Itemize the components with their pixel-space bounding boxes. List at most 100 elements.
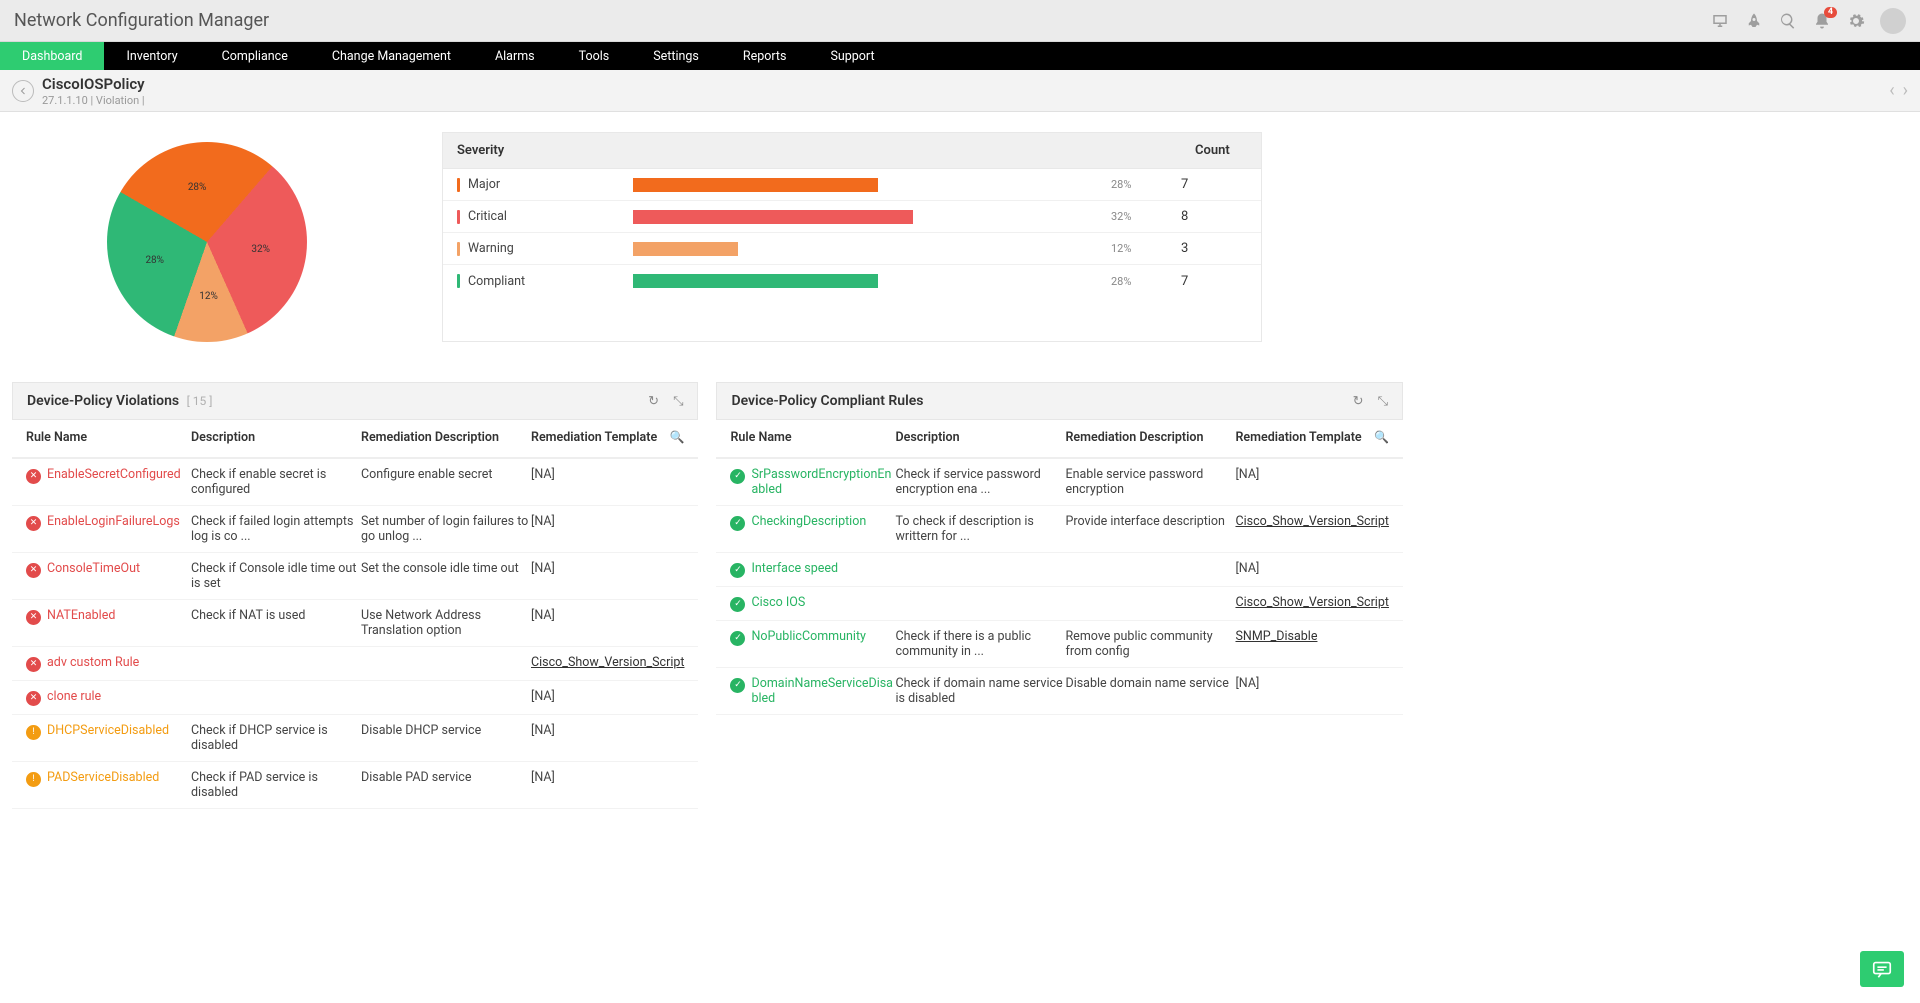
search-icon[interactable]: 🔍 <box>1374 430 1389 444</box>
severity-table-header: Severity Count <box>443 133 1261 169</box>
severity-percent: 32% <box>1111 210 1181 223</box>
search-icon[interactable] <box>1778 11 1798 31</box>
nav-item-settings[interactable]: Settings <box>631 42 721 70</box>
nav-item-tools[interactable]: Tools <box>557 42 632 70</box>
table-row: ✕ EnableLoginFailureLogs Check if failed l… <box>12 506 698 553</box>
violations-panel-title: Device-Policy Violations [ 15 ] <box>27 393 212 409</box>
nav-item-alarms[interactable]: Alarms <box>473 42 557 70</box>
remediation-description: Remove public community from config <box>1065 629 1235 659</box>
nav-item-dashboard[interactable]: Dashboard <box>0 42 104 70</box>
status-icon: ! <box>26 725 41 740</box>
remediation-description: Use Network Address Translation option <box>361 608 531 638</box>
bell-icon[interactable]: 4 <box>1812 11 1832 31</box>
app-header: Network Configuration Manager 4 <box>0 0 1920 42</box>
violations-columns: Rule Name Description Remediation Descri… <box>12 420 698 459</box>
compliant-rows: ✓ SrPasswordEncryptionEnabledCheck if ser… <box>716 459 1402 715</box>
nav-item-change-management[interactable]: Change Management <box>310 42 473 70</box>
rule-description: Check if there is a public community in … <box>895 629 1065 659</box>
remediation-description: Enable service password encryption <box>1065 467 1235 497</box>
rule-description: Check if service password encryption ena… <box>895 467 1065 497</box>
rule-name-link[interactable]: NATEnabled <box>47 608 115 623</box>
next-arrow-icon[interactable]: › <box>1903 82 1908 100</box>
pie-slice-label: 28% <box>145 255 164 266</box>
severity-label: Major <box>468 177 500 192</box>
table-row: ✓ SrPasswordEncryptionEnabledCheck if ser… <box>716 459 1402 506</box>
compliant-panel-header: Device-Policy Compliant Rules ↻ ⤡ <box>716 382 1402 420</box>
rule-name-link[interactable]: adv custom Rule <box>47 655 139 670</box>
severity-table: Severity Count Major28%7Critical32%8Warn… <box>442 132 1262 342</box>
rule-name-link[interactable]: clone rule <box>47 689 101 704</box>
remediation-template: [NA] <box>1235 561 1259 576</box>
policy-title-wrap: CiscoIOSPolicy 27.1.1.10 | Violation | <box>42 75 145 107</box>
severity-row: Compliant28%7 <box>443 265 1261 297</box>
rule-description: Check if enable secret is configured <box>191 467 361 497</box>
table-row: ✕NATEnabledCheck if NAT is usedUse Netwo… <box>12 600 698 647</box>
severity-pie-chart: 28%32%12%28% <box>107 142 307 342</box>
remediation-template: [NA] <box>531 723 555 738</box>
rule-name-link[interactable]: Cisco IOS <box>751 595 805 610</box>
compliant-columns: Rule Name Description Remediation Descri… <box>716 420 1402 459</box>
remediation-description: Set number of login failures to go unlog… <box>361 514 531 544</box>
severity-count: 3 <box>1181 241 1261 256</box>
nav-item-compliance[interactable]: Compliance <box>200 42 310 70</box>
severity-col-header: Severity <box>443 133 633 168</box>
severity-bar <box>633 242 738 256</box>
policy-header: CiscoIOSPolicy 27.1.1.10 | Violation | ‹… <box>0 70 1920 112</box>
chat-fab[interactable] <box>1860 951 1904 987</box>
compliant-panel: Device-Policy Compliant Rules ↻ ⤡ Rule N… <box>716 382 1402 809</box>
prev-arrow-icon[interactable]: ‹ <box>1889 82 1894 100</box>
app-title: Network Configuration Manager <box>14 10 1710 31</box>
nav-item-reports[interactable]: Reports <box>721 42 809 70</box>
table-row: ✕EnableSecretConfiguredCheck if enable s… <box>12 459 698 506</box>
expand-icon[interactable]: ⤡ <box>673 394 683 409</box>
rule-name-link[interactable]: Interface speed <box>751 561 838 576</box>
nav-item-support[interactable]: Support <box>808 42 896 70</box>
pie-slice-label: 28% <box>188 182 207 193</box>
status-icon: ✓ <box>730 469 745 484</box>
avatar-icon[interactable] <box>1880 8 1906 34</box>
rule-description: Check if failed login attempts log is co… <box>191 514 361 544</box>
refresh-icon[interactable]: ↻ <box>648 394 659 409</box>
count-col-header: Count <box>1181 133 1261 168</box>
gear-icon[interactable] <box>1846 11 1866 31</box>
rule-name-link[interactable]: SrPasswordEncryptionEnabled <box>751 467 895 497</box>
rule-name-link[interactable]: EnableSecretConfigured <box>47 467 181 482</box>
rule-name-link[interactable]: ConsoleTimeOut <box>47 561 140 576</box>
remediation-template-link[interactable]: SNMP_Disable <box>1235 629 1317 644</box>
remediation-description: Configure enable secret <box>361 467 531 482</box>
rule-description: Check if Console idle time out is set <box>191 561 361 591</box>
severity-rows: Major28%7Critical32%8Warning12%3Complian… <box>443 169 1261 297</box>
table-row: ✓Interface speed[NA] <box>716 553 1402 587</box>
remediation-template-link[interactable]: Cisco_Show_Version_Script <box>531 655 684 670</box>
status-icon: ✕ <box>26 610 41 625</box>
back-button[interactable] <box>12 80 34 102</box>
status-icon: ✕ <box>26 563 41 578</box>
rule-name-link[interactable]: DHCPServiceDisabled <box>47 723 169 738</box>
remediation-template-link[interactable]: Cisco_Show_Version_Script <box>1235 595 1388 610</box>
search-icon[interactable]: 🔍 <box>670 430 685 444</box>
severity-bar <box>633 274 878 288</box>
severity-count: 7 <box>1181 177 1261 192</box>
rule-name-link[interactable]: DomainNameServiceDisabled <box>751 676 895 706</box>
remediation-template-link[interactable]: Cisco_Show_Version_Script <box>1235 514 1388 529</box>
violations-rows: ✕ EnableSecretConfigured Check if enable s… <box>12 459 698 809</box>
rule-name-link[interactable]: PADServiceDisabled <box>47 770 159 785</box>
rule-name-link[interactable]: CheckingDescription <box>751 514 866 529</box>
presentation-icon[interactable] <box>1710 11 1730 31</box>
refresh-icon[interactable]: ↻ <box>1353 394 1364 409</box>
pie-chart-wrap: 28%32%12%28% <box>12 132 402 342</box>
table-row: !PADServiceDisabledCheck if PAD service … <box>12 762 698 809</box>
nav-item-inventory[interactable]: Inventory <box>104 42 199 70</box>
rule-description: Check if DHCP service is disabled <box>191 723 361 753</box>
pie-slice-label: 12% <box>199 291 218 302</box>
rocket-icon[interactable] <box>1744 11 1764 31</box>
status-icon: ✕ <box>26 516 41 531</box>
rule-name-link[interactable]: NoPublicCommunity <box>751 629 866 644</box>
rule-name-link[interactable]: EnableLoginFailureLogs <box>47 514 180 529</box>
rule-description: To check if description is writtern for … <box>895 514 1065 544</box>
expand-icon[interactable]: ⤡ <box>1378 394 1388 409</box>
remediation-template: [NA] <box>531 608 555 623</box>
summary-area: 28%32%12%28% Severity Count Major28%7Cri… <box>0 112 1920 382</box>
severity-row: Critical32%8 <box>443 201 1261 233</box>
header-icons: 4 <box>1710 8 1906 34</box>
